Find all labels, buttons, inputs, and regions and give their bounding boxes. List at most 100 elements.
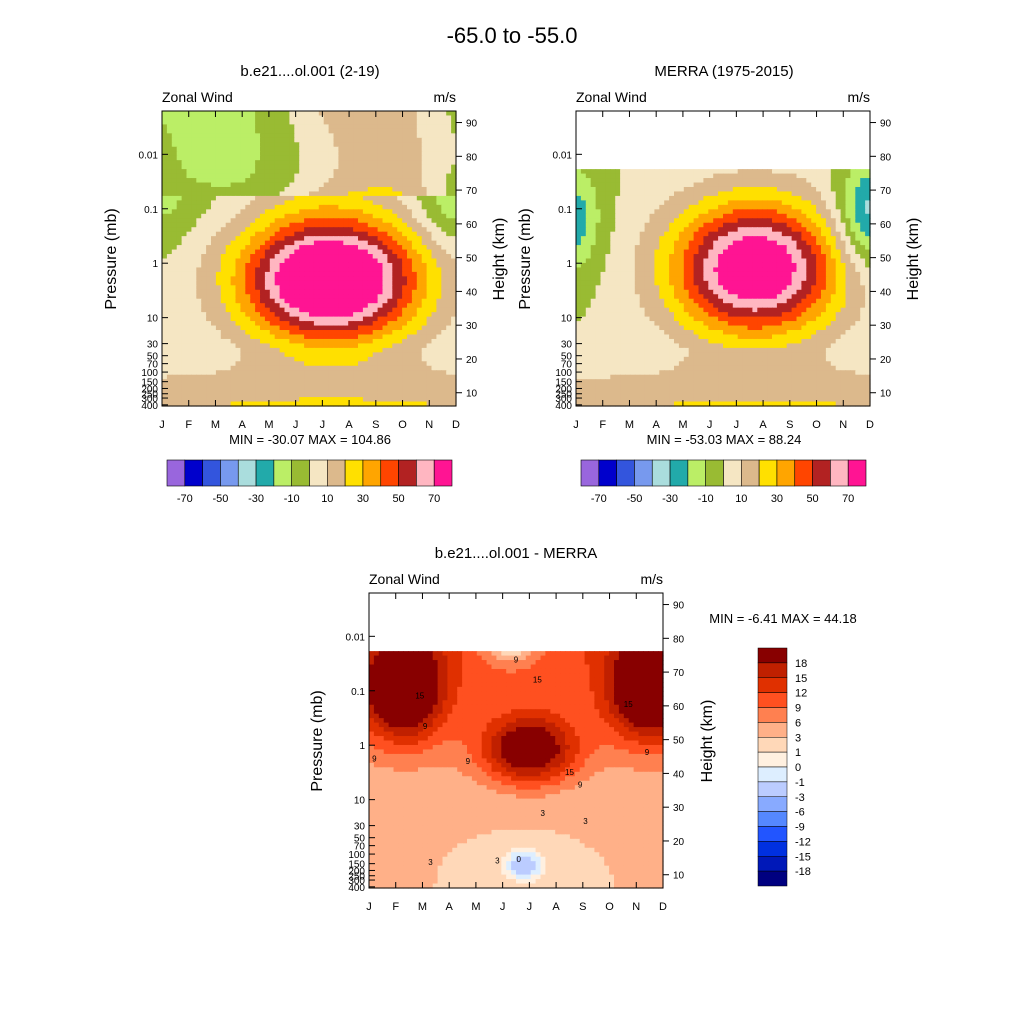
field-cell (186, 128, 192, 134)
field-cell (269, 209, 276, 215)
field-cell (211, 227, 217, 233)
field-cell (610, 218, 616, 224)
field-cell (387, 294, 393, 300)
field-cell (860, 169, 866, 175)
field-cell (181, 316, 188, 322)
field-cell (215, 133, 222, 139)
field-cell (392, 258, 398, 264)
field-cell (274, 124, 281, 130)
field-cell (397, 352, 403, 358)
field-cell (279, 115, 286, 121)
field-cell (333, 245, 339, 251)
field-cell (250, 169, 256, 175)
field-cell (367, 137, 374, 143)
field-cell (338, 343, 344, 349)
field-cell (181, 213, 188, 219)
field-cell (323, 280, 330, 286)
field-cell (377, 213, 384, 219)
field-cell (786, 200, 793, 206)
colorbar-swatch (380, 459, 399, 487)
field-cell (441, 137, 447, 143)
field-cell (585, 236, 592, 242)
field-cell (762, 178, 768, 184)
field-cell (382, 267, 388, 273)
field-cell (659, 231, 665, 237)
field-cell (791, 173, 798, 179)
field-cell (338, 316, 344, 322)
field-cell (382, 249, 388, 255)
field-cell (196, 218, 202, 224)
field-cell (260, 280, 266, 286)
field-cell (264, 401, 271, 407)
field-cell (166, 249, 173, 255)
field-cell (362, 240, 369, 246)
field-cell (181, 218, 188, 224)
field-cell (436, 271, 442, 277)
field-cell (580, 200, 587, 206)
field-cell (206, 209, 212, 215)
field-cell (703, 209, 709, 215)
field-cell (206, 370, 212, 376)
field-cell (416, 195, 423, 201)
field-cell (343, 111, 349, 117)
field-cell (284, 111, 290, 117)
field-cell (289, 294, 295, 300)
field-cell (176, 200, 183, 206)
field-cell (362, 321, 369, 327)
field-cell (426, 356, 433, 362)
field-cell (318, 173, 325, 179)
field-cell (309, 401, 315, 407)
field-cell (367, 298, 374, 304)
field-cell (313, 325, 320, 331)
field-cell (353, 222, 359, 228)
field-cell (441, 397, 447, 403)
field-cell (279, 352, 286, 358)
y-tick-label: 70 (147, 360, 159, 371)
field-cell (441, 204, 447, 210)
field-cell (436, 227, 442, 233)
field-cell (781, 182, 788, 188)
field-cell (343, 227, 349, 233)
field-cell (451, 334, 457, 340)
field-cell (269, 195, 276, 201)
field-cell (372, 294, 379, 300)
field-cell (767, 191, 773, 197)
colorbar-label: -50 (212, 493, 228, 505)
field-cell (407, 146, 413, 152)
field-cell (220, 213, 227, 219)
field-cell (421, 262, 428, 269)
field-cell (421, 321, 428, 327)
field-cell (397, 164, 403, 170)
field-cell (580, 173, 587, 179)
field-cell (299, 227, 305, 233)
field-cell (284, 142, 290, 148)
field-cell (840, 191, 847, 197)
field-cell (211, 133, 217, 139)
field-cell (333, 298, 339, 304)
field-cell (840, 209, 847, 215)
field-cell (304, 137, 310, 143)
field-cell (338, 254, 344, 260)
field-cell (323, 191, 330, 197)
field-cell (348, 218, 354, 224)
field-cell (362, 374, 369, 380)
field-cell (411, 146, 418, 152)
field-cell (367, 142, 374, 148)
field-cell (688, 169, 695, 175)
field-cell (201, 236, 207, 242)
field-cell (304, 128, 310, 134)
field-cell (382, 115, 388, 121)
field-cell (348, 173, 354, 179)
field-cell (732, 213, 739, 219)
field-cell (328, 383, 335, 389)
field-cell (649, 169, 655, 175)
field-cell (407, 276, 413, 282)
field-cell (338, 334, 344, 340)
field-cell (240, 119, 246, 126)
field-cell (289, 352, 295, 358)
field-cell (250, 352, 256, 358)
field-cell (191, 204, 197, 210)
field-cell (865, 204, 871, 210)
field-cell (264, 388, 271, 394)
field-cell (353, 173, 359, 179)
